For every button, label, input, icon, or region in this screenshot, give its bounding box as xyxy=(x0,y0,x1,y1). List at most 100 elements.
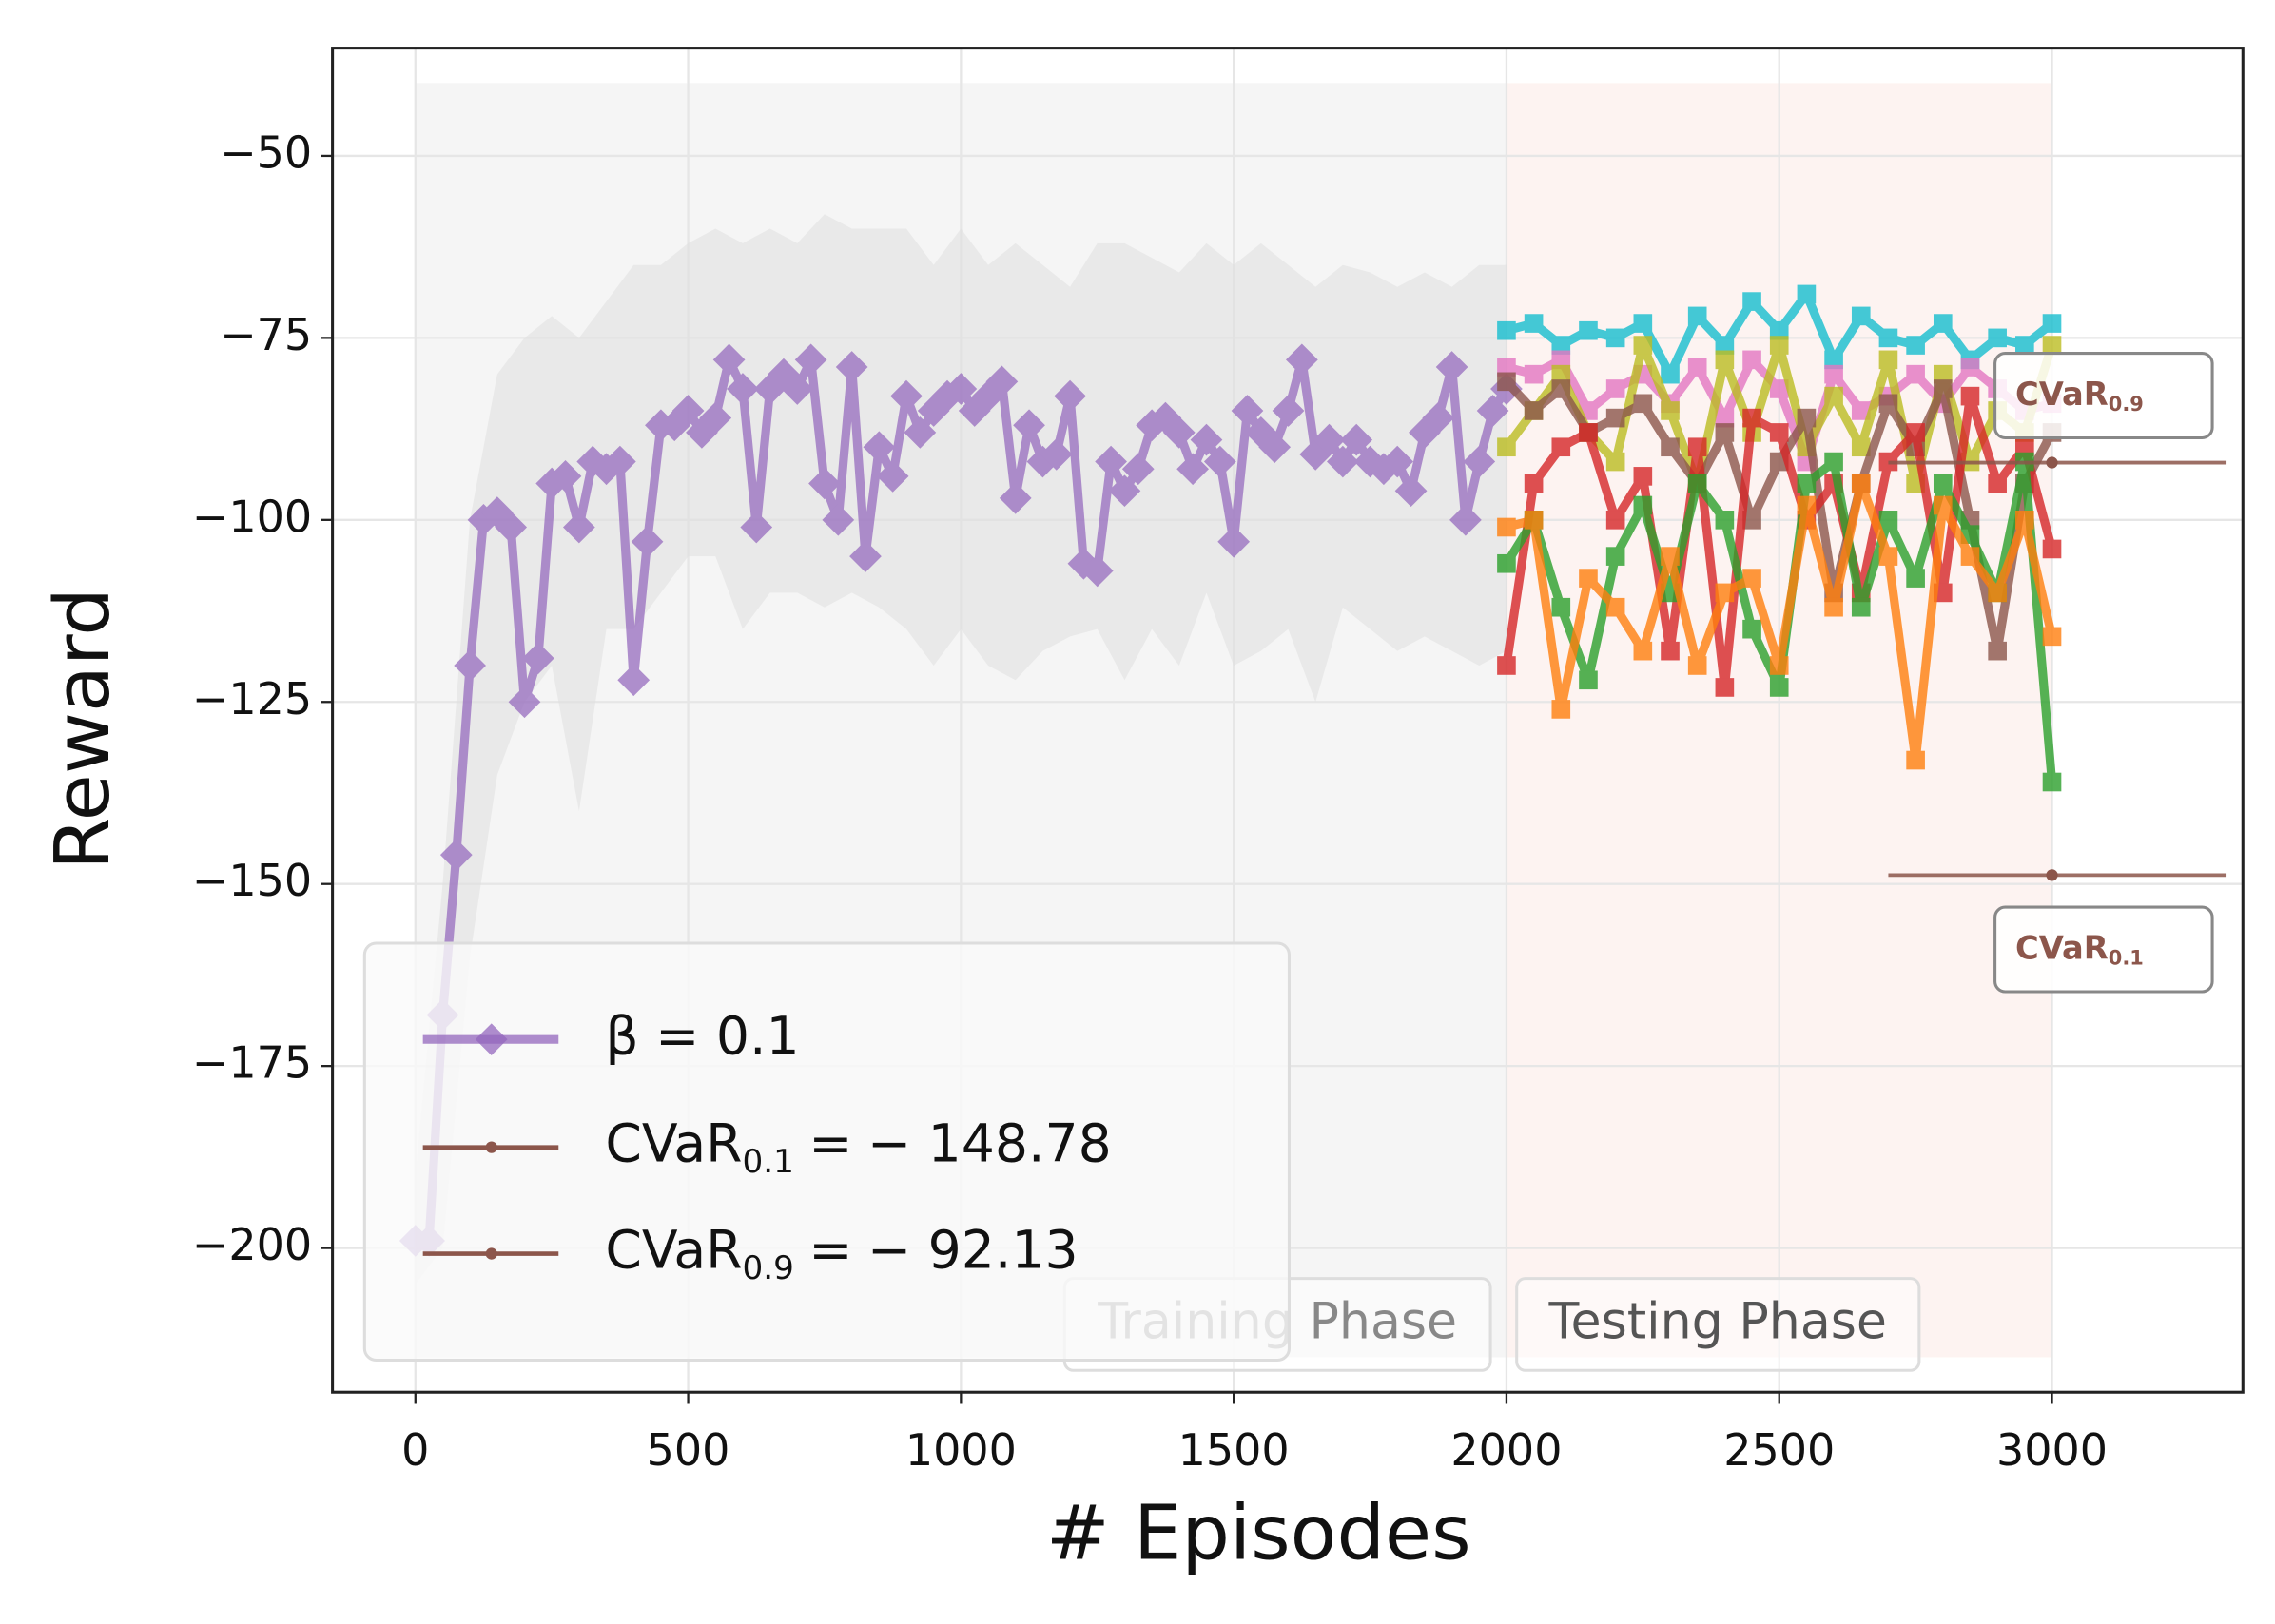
y-tick-label: −50 xyxy=(220,126,312,178)
marker xyxy=(1878,511,1898,530)
marker xyxy=(1851,474,1871,493)
annotation-box xyxy=(1993,905,2214,994)
marker xyxy=(1524,364,1544,384)
marker xyxy=(1203,445,1236,478)
std-band xyxy=(415,214,1507,1285)
marker xyxy=(712,343,746,377)
marker xyxy=(1687,437,1707,457)
marker xyxy=(1326,445,1359,478)
marker xyxy=(439,839,473,871)
marker xyxy=(1497,358,1516,377)
marker xyxy=(2015,511,2034,530)
marker xyxy=(1176,453,1209,486)
marker xyxy=(1851,306,1871,326)
marker xyxy=(1579,320,1598,340)
x-tick-label: 2500 xyxy=(1723,1424,1835,1476)
y-tick-label: −175 xyxy=(192,1037,312,1089)
label-subscript: 0.1 xyxy=(2109,947,2144,970)
label-text: CVaR xyxy=(2015,376,2109,413)
marker xyxy=(508,686,541,719)
marker xyxy=(1906,569,1925,588)
marker xyxy=(2042,772,2062,792)
y-tick-label: −75 xyxy=(220,309,312,360)
marker xyxy=(1080,554,1114,588)
marker xyxy=(1661,437,1680,457)
marker xyxy=(1312,423,1346,456)
marker xyxy=(1960,358,1980,377)
marker xyxy=(1422,401,1455,435)
marker xyxy=(475,1023,508,1056)
marker xyxy=(1933,495,1953,515)
marker xyxy=(1497,320,1516,340)
plot-frame xyxy=(331,47,2245,1394)
marker xyxy=(1605,452,1625,472)
marker xyxy=(1769,656,1789,675)
legend-value: − 92.13 xyxy=(867,1221,1079,1282)
marker xyxy=(1933,474,1953,493)
marker xyxy=(1463,445,1496,478)
label-text: CVaR xyxy=(605,1114,742,1175)
x-tick-label: 1500 xyxy=(1178,1424,1290,1476)
marker xyxy=(1933,314,1953,333)
marker xyxy=(1851,401,1871,420)
marker xyxy=(454,649,487,682)
cvar-marker xyxy=(2046,869,2058,881)
marker xyxy=(1661,547,1680,566)
cvar-marker xyxy=(2046,456,2058,469)
marker xyxy=(1797,284,1817,304)
marker xyxy=(1906,364,1925,384)
marker xyxy=(1715,350,1735,370)
phase-label-box xyxy=(1515,1277,1921,1372)
annotation-box xyxy=(1993,352,2214,440)
marker xyxy=(1476,395,1509,427)
x-tick-label: 0 xyxy=(401,1424,429,1476)
marker xyxy=(1633,336,1653,355)
marker xyxy=(1524,314,1544,333)
marker xyxy=(1661,641,1680,661)
marker xyxy=(1551,364,1571,384)
marker xyxy=(1797,495,1817,515)
marker xyxy=(1878,394,1898,414)
legend-label: CVaR0.1 = − 148.78 xyxy=(605,1114,1111,1181)
marker xyxy=(1108,474,1141,508)
marker xyxy=(1851,597,1871,617)
marker xyxy=(1797,408,1817,428)
marker xyxy=(1272,395,1305,427)
marker xyxy=(1769,336,1789,355)
marker xyxy=(1661,364,1680,384)
marker xyxy=(1040,438,1073,471)
marker xyxy=(1878,328,1898,348)
marker xyxy=(740,511,773,544)
marker xyxy=(1687,474,1707,493)
marker xyxy=(999,481,1032,514)
marker xyxy=(1906,336,1925,355)
legend-swatch-marker xyxy=(485,1247,497,1260)
marker xyxy=(1988,583,2007,603)
legend-label: CVaR0.9 = − 92.13 xyxy=(605,1221,1078,1287)
x-axis-label: # Episodes xyxy=(1046,1489,1471,1577)
marker xyxy=(1497,517,1516,537)
marker xyxy=(617,664,651,697)
marker xyxy=(562,511,595,544)
legend-box xyxy=(362,941,1291,1363)
marker xyxy=(727,373,759,405)
marker xyxy=(1394,474,1428,508)
marker xyxy=(794,343,827,377)
label-text: CVaR xyxy=(2015,929,2109,966)
marker xyxy=(1217,525,1251,558)
marker xyxy=(1449,503,1482,536)
marker xyxy=(1824,597,1843,617)
marker xyxy=(1715,423,1735,442)
y-tick-label: −150 xyxy=(192,855,312,906)
x-tick-label: 3000 xyxy=(1996,1424,2108,1476)
marker xyxy=(549,460,582,493)
marker xyxy=(1742,619,1761,639)
series xyxy=(1497,452,2062,792)
marker xyxy=(1824,452,1843,472)
marker xyxy=(1742,408,1761,428)
marker xyxy=(781,373,814,405)
marker xyxy=(1497,372,1516,392)
marker xyxy=(1824,350,1843,370)
marker xyxy=(1605,379,1625,398)
marker xyxy=(863,431,896,464)
